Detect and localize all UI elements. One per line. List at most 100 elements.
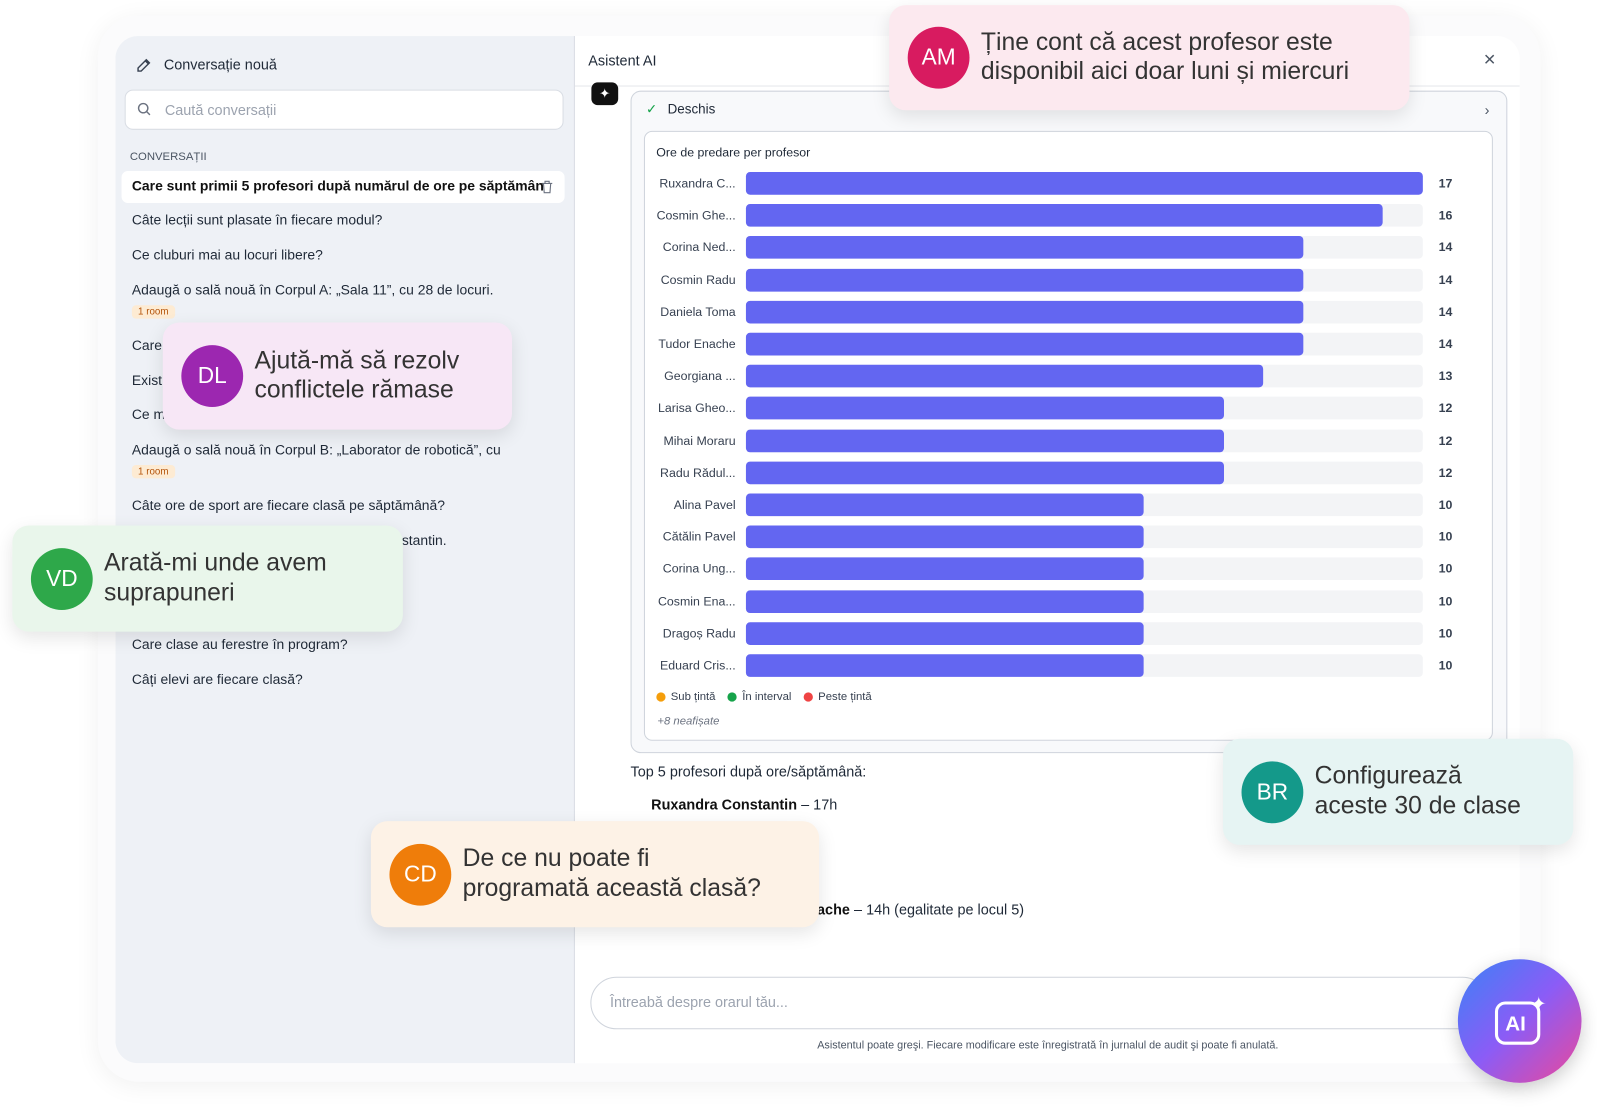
bar-label: Georgiana ... (664, 368, 736, 384)
conversation-title[interactable]: stantin. (401, 532, 447, 549)
bar-value: 14 (1438, 272, 1453, 287)
bar-value: 10 (1438, 658, 1453, 673)
legend-dot (656, 692, 666, 702)
bubble-text: De ce nu poate fi (462, 844, 650, 873)
conversation-title[interactable]: Ce m (131, 406, 166, 423)
bar (745, 654, 1145, 677)
conversation-title[interactable]: Exist (131, 372, 163, 389)
legend-dot (727, 692, 738, 702)
bar-label: Radu Rădul... (660, 465, 736, 480)
bubble-text: Arată-mi unde avem (104, 548, 327, 577)
conversation-title[interactable]: Care (131, 337, 163, 354)
conversation-title[interactable]: Adaugă o sală nouă în Corpul A: „Sala 11… (131, 282, 494, 298)
bubble-text: disponibil aici doar luni și miercuri (980, 57, 1350, 86)
bar (745, 493, 1145, 517)
trash-icon[interactable] (541, 180, 553, 194)
bubble (889, 5, 1410, 111)
assistant-title: Asistent AI (588, 52, 657, 69)
conversation-title[interactable]: Câte ore de sport are fiecare clasă pe s… (131, 497, 446, 513)
bar-label: Larisa Gheo... (657, 400, 736, 416)
bar-label: Corina Ung... (662, 561, 736, 577)
bar-label: Alina Pavel (673, 497, 736, 512)
bar-value: 10 (1438, 497, 1453, 512)
avatar (907, 26, 970, 89)
bubble-text: Ajută-mă să rezolv (254, 346, 460, 375)
close-button[interactable]: × (1483, 48, 1496, 72)
conversation-title[interactable]: Adaugă o sală nouă în Corpul B: „Laborat… (131, 441, 501, 458)
bar-label: Mihai Moraru (663, 433, 736, 448)
bar-value: 17 (1438, 175, 1453, 191)
response-detail: – 17h (801, 796, 838, 813)
chevron[interactable]: › (1484, 101, 1490, 119)
bar (745, 622, 1145, 645)
avatar-initials: AM (921, 44, 956, 70)
conversation-title[interactable]: Câte lecții sunt plasate în fiecare modu… (131, 212, 383, 228)
bar (745, 589, 1145, 613)
bar (745, 300, 1304, 324)
response-intro: Top 5 profesori după ore/săptămână: (630, 763, 867, 780)
bar-label: Cosmin Ghe... (656, 208, 736, 223)
bubble-text: aceste 30 de clase (1314, 791, 1521, 820)
bubble-text: Ține cont că acest profesor este (980, 28, 1333, 56)
section-label: CONVERSAȚII (129, 150, 207, 164)
avatar-initials: VD (46, 564, 78, 591)
bar-value: 12 (1438, 465, 1453, 480)
conversation-badge: 1 room (131, 305, 175, 320)
bar-value: 12 (1438, 400, 1453, 416)
search-box[interactable] (124, 89, 564, 130)
bar (745, 332, 1304, 356)
bar-label: Dragoș Radu (662, 626, 736, 641)
conversation-title[interactable]: Ce cluburi mai au locuri libere? (131, 247, 323, 263)
bar-label: Cosmin Radu (660, 272, 736, 287)
response-name: ache (817, 901, 850, 918)
bar-value: 16 (1438, 208, 1453, 223)
search-icon (137, 102, 151, 116)
response-name: Ruxandra Constantin (651, 796, 798, 813)
response-detail: – 14h (egalitate pe locul 5) (854, 901, 1025, 918)
ai-icon-frame (1494, 1001, 1541, 1045)
bar (745, 525, 1145, 549)
avatar (30, 547, 93, 610)
bar-label: Daniela Toma (660, 304, 736, 319)
bar-value: 14 (1438, 336, 1453, 352)
bar-value: 10 (1438, 626, 1453, 641)
bar (745, 364, 1264, 388)
bar-value: 10 (1438, 561, 1453, 577)
conversation-title[interactable]: Care clase au ferestre în program? (131, 636, 348, 653)
new-conversation[interactable]: Conversație nouă (163, 56, 277, 73)
ai-button[interactable] (1457, 959, 1582, 1083)
bar-value: 13 (1438, 368, 1453, 384)
ai-sparkle: ✦ (1531, 993, 1547, 1015)
bar-label: Corina Ned... (662, 240, 736, 255)
bar-label: Eduard Cris... (660, 658, 736, 673)
chat-input[interactable] (590, 976, 1489, 1030)
bar-value: 10 (1438, 593, 1453, 609)
status[interactable]: Deschis (667, 101, 716, 117)
bar (745, 461, 1224, 485)
avatar (181, 345, 244, 407)
bar-value: 12 (1438, 433, 1453, 448)
search-placeholder: Caută conversații (164, 101, 277, 119)
bar (745, 397, 1224, 420)
conversation-title[interactable]: Câți elevi are fiecare clasă? (131, 671, 303, 688)
bar-label: Cătălin Pavel (662, 529, 736, 544)
avatar-initials: DL (197, 362, 227, 389)
bar (745, 429, 1224, 452)
chart-title: Ore de predare per profesor (656, 145, 811, 160)
bar-label: Tudor Enache (658, 336, 736, 352)
bar (745, 236, 1304, 260)
bar (745, 204, 1384, 227)
check-icon: ✓ (645, 101, 658, 117)
conversation-title[interactable]: Care sunt primii 5 profesori după număru… (131, 178, 544, 194)
input-placeholder: Întreabă despre orarul tău... (609, 993, 788, 1011)
conversation-badge: 1 room (131, 464, 175, 479)
chart-note: +8 neafișate (657, 715, 720, 728)
disclaimer: Asistentul poate greşi. Fiecare modifica… (817, 1039, 1279, 1052)
avatar (1241, 760, 1304, 823)
avatar (389, 843, 452, 906)
bar (745, 172, 1423, 195)
bar-value: 14 (1438, 240, 1453, 255)
bar (745, 557, 1145, 581)
